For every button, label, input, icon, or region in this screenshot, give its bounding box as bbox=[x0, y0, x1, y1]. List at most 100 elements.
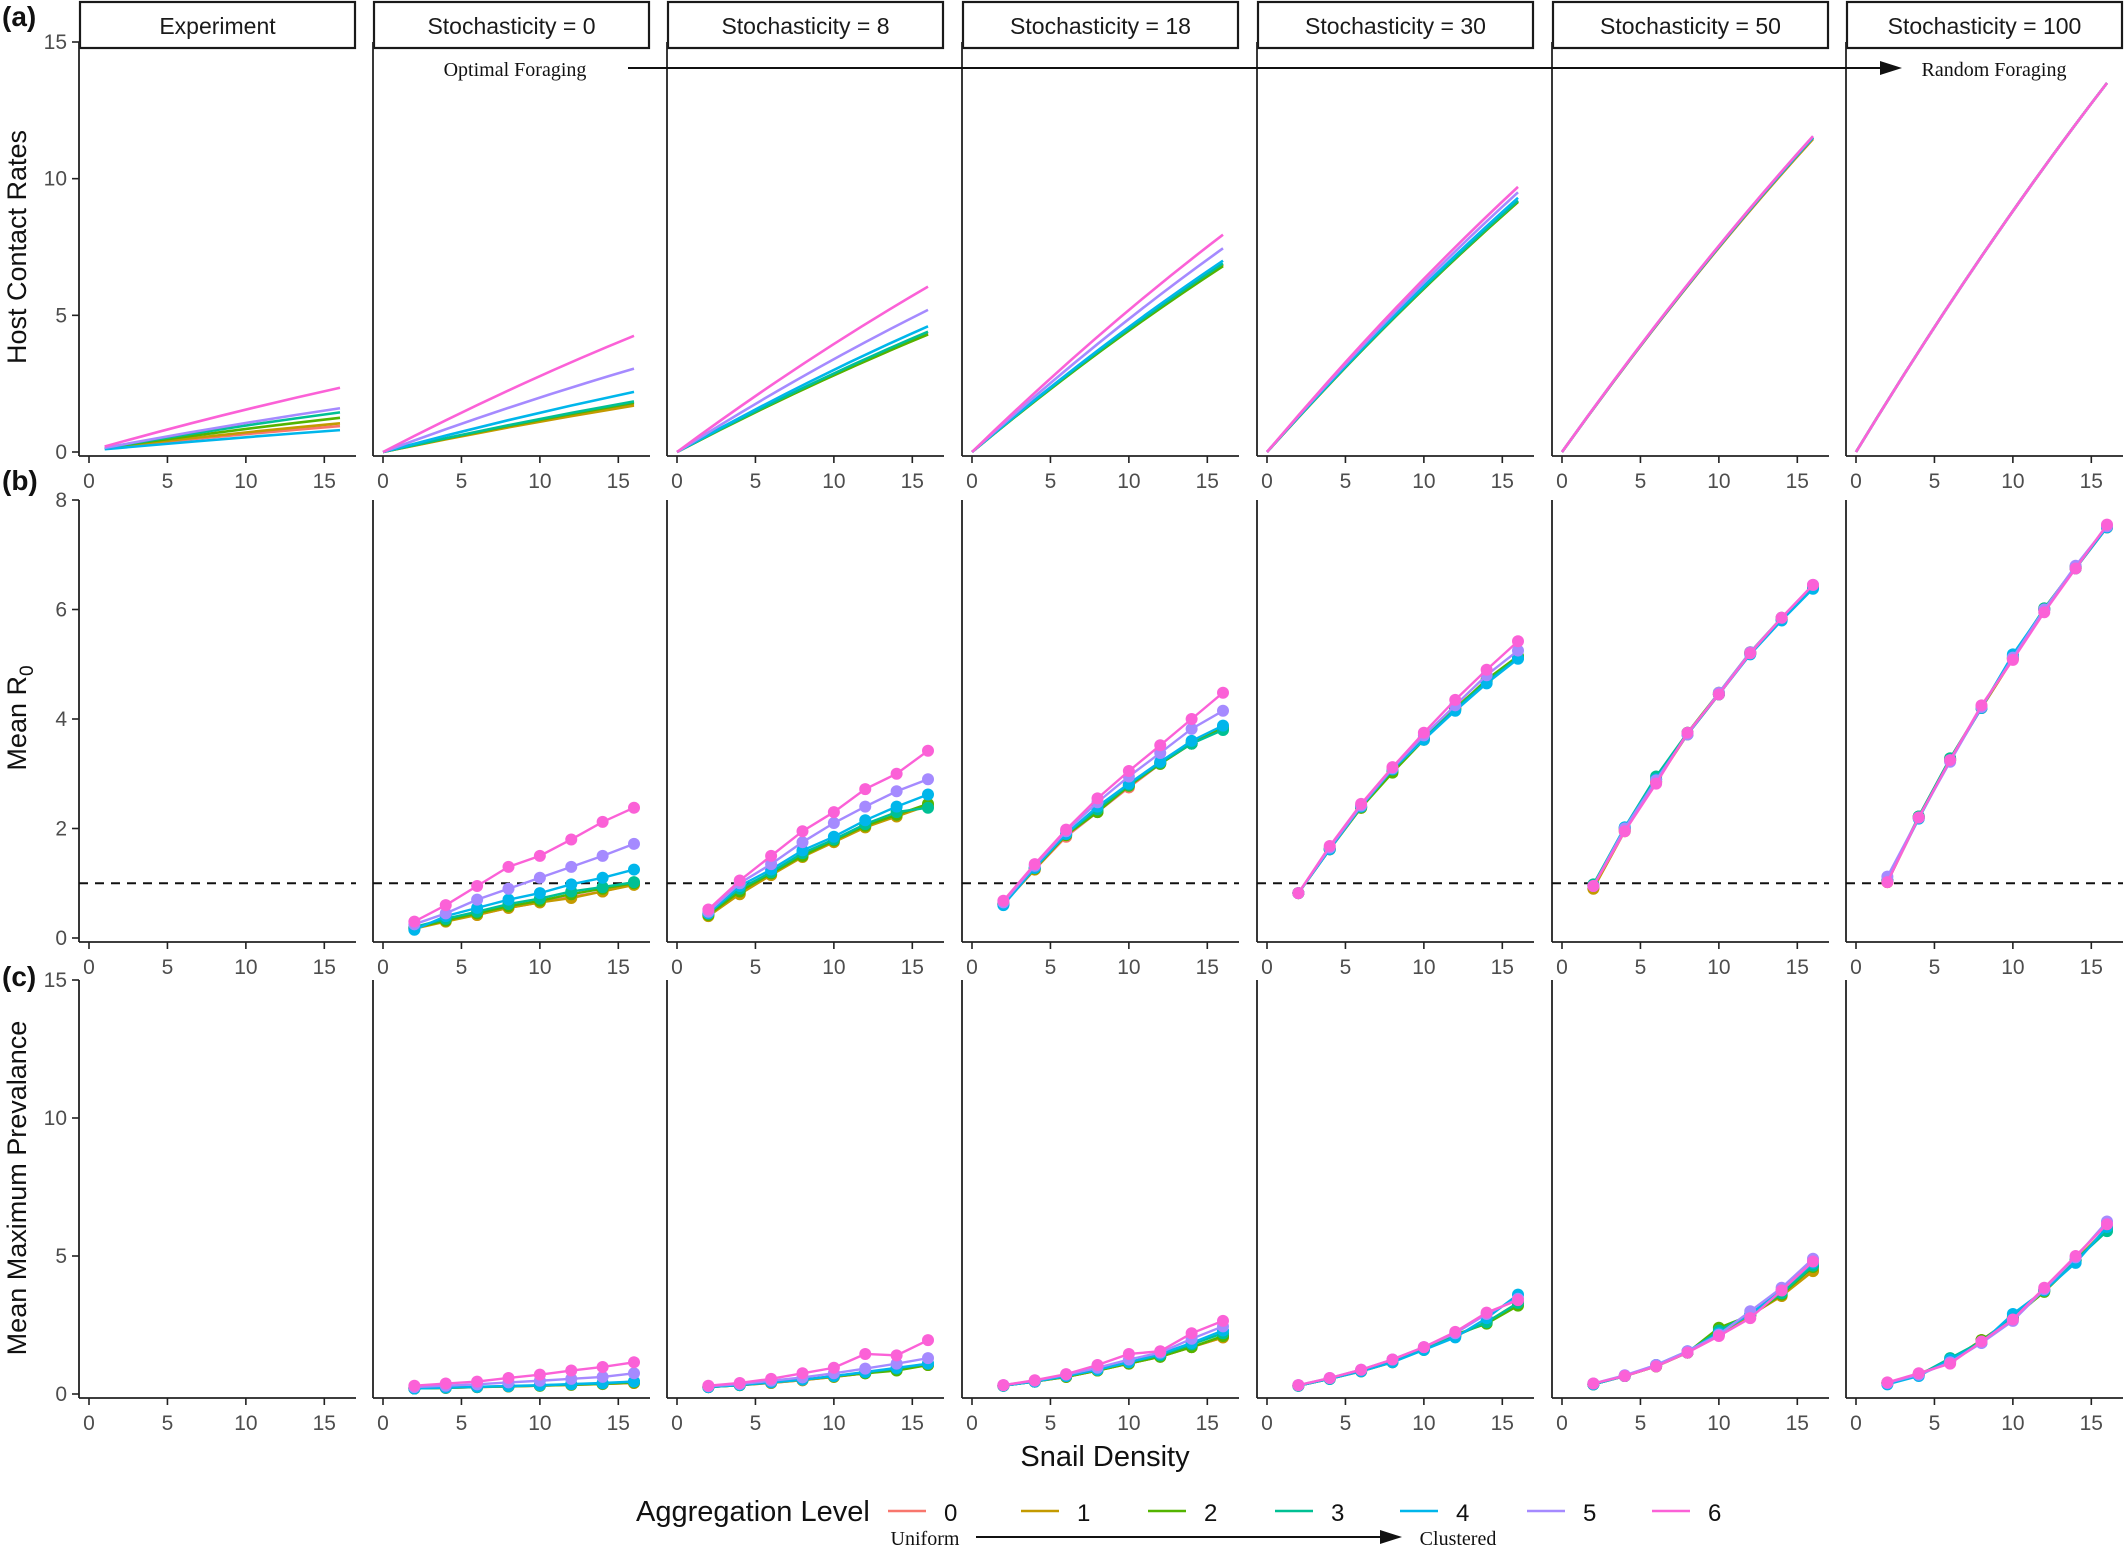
data-point bbox=[859, 1362, 872, 1375]
data-point bbox=[628, 876, 640, 889]
x-tick-label: 5 bbox=[456, 470, 468, 493]
x-tick-label: 15 bbox=[607, 1412, 630, 1435]
data-point bbox=[859, 1347, 872, 1360]
data-point bbox=[1122, 1347, 1135, 1360]
data-point bbox=[1185, 734, 1198, 747]
facet-strip-box bbox=[372, 0, 651, 50]
data-point bbox=[1449, 1325, 1462, 1338]
x-tick-label: 15 bbox=[1491, 470, 1514, 493]
data-point bbox=[827, 806, 840, 819]
x-tick-label: 0 bbox=[966, 470, 978, 493]
series-line bbox=[104, 428, 341, 451]
data-point bbox=[796, 1367, 809, 1380]
facet-strip-box bbox=[961, 0, 1240, 50]
y-tick-label: 15 bbox=[44, 31, 67, 54]
x-tick-label: 10 bbox=[822, 1412, 845, 1435]
series-level-5 bbox=[676, 308, 929, 454]
y-axis-title-b: Mean R0 bbox=[2, 665, 38, 770]
x-tick-label: 15 bbox=[313, 956, 336, 979]
x-tick-label: 15 bbox=[1786, 956, 1809, 979]
data-point bbox=[596, 871, 609, 884]
foraging-arrow-head bbox=[1880, 61, 1902, 75]
x-tick-label: 15 bbox=[2080, 956, 2103, 979]
foraging-arrow: Optimal Foraging Random Foraging bbox=[444, 59, 2067, 81]
data-point bbox=[408, 1379, 421, 1392]
data-point bbox=[533, 849, 546, 862]
data-point bbox=[502, 893, 515, 906]
data-point bbox=[1881, 876, 1894, 889]
data-point bbox=[439, 907, 452, 920]
data-point bbox=[1480, 663, 1493, 676]
y-tick-label: 5 bbox=[55, 304, 67, 327]
data-point bbox=[1091, 1359, 1104, 1372]
data-point bbox=[628, 1356, 640, 1369]
data-point bbox=[890, 1357, 903, 1370]
legend-key-label: 5 bbox=[1583, 1500, 1596, 1527]
series-line bbox=[104, 386, 341, 448]
data-point bbox=[1217, 704, 1229, 717]
data-point bbox=[1587, 879, 1600, 892]
series-line bbox=[1002, 691, 1224, 902]
legend-key-level-6: 6 bbox=[1652, 1500, 1721, 1527]
series-level-6 bbox=[1292, 635, 1524, 900]
x-tick-label: 15 bbox=[901, 956, 924, 979]
data-point bbox=[1154, 755, 1167, 768]
data-point bbox=[1944, 1357, 1957, 1370]
series-level-4 bbox=[676, 325, 929, 454]
x-tick-label: 10 bbox=[1117, 1412, 1140, 1435]
series-level-4 bbox=[382, 390, 635, 454]
facet-strip-label: Stochasticity = 100 bbox=[1888, 13, 2082, 39]
facet-plot-stochasticity-50: 0 5 10 15 bbox=[1551, 980, 1829, 1435]
x-tick-label: 15 bbox=[1786, 470, 1809, 493]
facet-strip-label: Stochasticity = 8 bbox=[721, 13, 889, 39]
data-point bbox=[1975, 699, 1988, 712]
data-point bbox=[1744, 647, 1757, 660]
series-level-6 bbox=[971, 233, 1224, 453]
data-point bbox=[1185, 1327, 1198, 1340]
aggregation-arrow: Uniform Clustered bbox=[891, 1528, 1497, 1548]
facet-strip-stochasticity-18: Stochasticity = 18 bbox=[961, 0, 1240, 50]
x-tick-label: 0 bbox=[377, 956, 389, 979]
x-tick-label: 15 bbox=[1196, 956, 1219, 979]
series-line bbox=[104, 406, 341, 450]
facet-plot-stochasticity-8: 0 5 10 15 bbox=[666, 500, 944, 979]
data-point bbox=[439, 1377, 452, 1390]
data-point bbox=[565, 1364, 578, 1377]
series-level-4 bbox=[104, 428, 341, 451]
x-tick-label: 0 bbox=[83, 1412, 95, 1435]
facet-strip-stochasticity-0: Stochasticity = 0 bbox=[372, 0, 651, 50]
facet-strip-label: Experiment bbox=[159, 13, 276, 39]
series-line bbox=[676, 325, 929, 454]
series-level-6 bbox=[1881, 518, 2113, 889]
data-point bbox=[1154, 739, 1167, 752]
x-tick-label: 15 bbox=[607, 470, 630, 493]
data-point bbox=[702, 903, 715, 916]
data-point bbox=[1618, 1370, 1631, 1383]
data-point bbox=[1807, 1255, 1819, 1268]
y-axis-title-c: Mean Maximum Prevalance bbox=[2, 1021, 32, 1356]
foraging-arrow-left-label: Optimal Foraging bbox=[444, 59, 587, 81]
data-point bbox=[890, 1349, 903, 1362]
legend-key-label: 4 bbox=[1456, 1500, 1469, 1527]
legend-key-label: 1 bbox=[1077, 1500, 1090, 1527]
x-tick-label: 15 bbox=[607, 956, 630, 979]
legend-key-label: 0 bbox=[944, 1500, 957, 1527]
x-tick-label: 15 bbox=[2080, 1412, 2103, 1435]
data-point bbox=[890, 800, 903, 813]
data-point bbox=[596, 881, 609, 894]
x-tick-label: 10 bbox=[1707, 956, 1730, 979]
legend-key-level-5: 5 bbox=[1527, 1500, 1596, 1527]
x-tick-label: 0 bbox=[1556, 470, 1568, 493]
data-point bbox=[1449, 693, 1462, 706]
data-point bbox=[1480, 1306, 1493, 1319]
data-point bbox=[1386, 761, 1399, 774]
data-point bbox=[859, 800, 872, 813]
series-level-5 bbox=[408, 837, 640, 931]
data-point bbox=[702, 1379, 715, 1392]
x-tick-label: 0 bbox=[377, 470, 389, 493]
x-tick-label: 10 bbox=[822, 956, 845, 979]
data-point bbox=[1712, 1330, 1725, 1343]
data-point bbox=[1292, 1379, 1305, 1392]
